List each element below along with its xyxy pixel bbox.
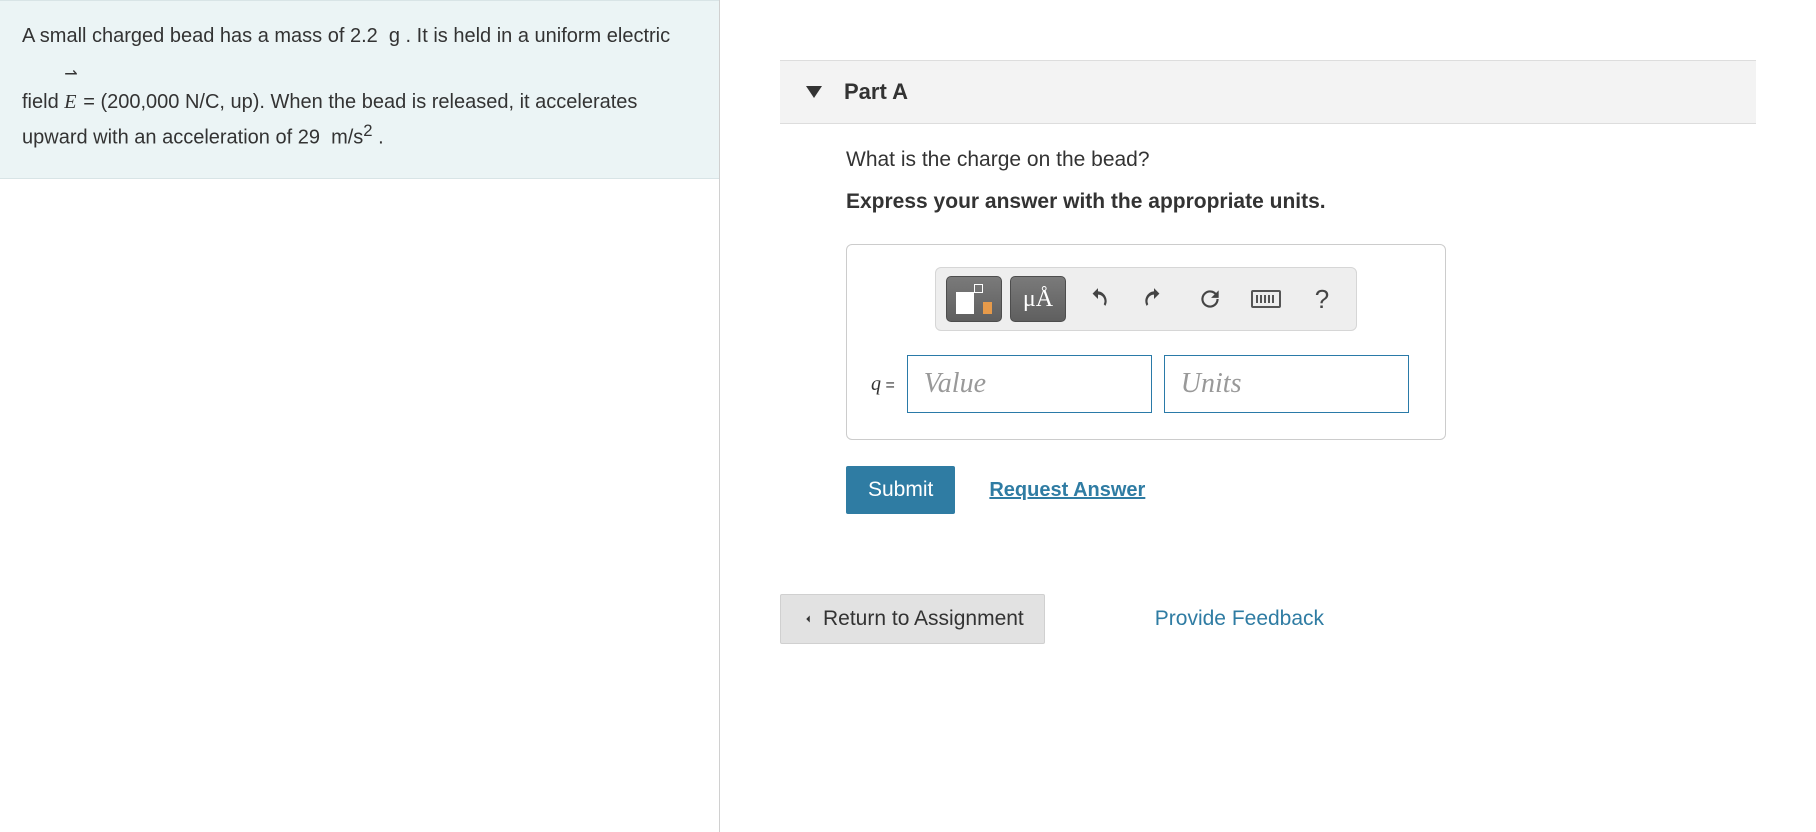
template-icon [956,284,992,314]
answer-box: μÅ ? [846,244,1446,440]
units-symbol: μÅ [1023,286,1053,313]
keyboard-icon [1251,290,1281,308]
footer-row: Return to Assignment Provide Feedback [780,574,1756,644]
return-label: Return to Assignment [823,607,1024,631]
right-pane: Part A What is the charge on the bead? E… [720,0,1816,832]
request-answer-link[interactable]: Request Answer [989,479,1145,502]
variable-label: q = [871,373,895,396]
return-button[interactable]: Return to Assignment [780,594,1045,644]
undo-button[interactable] [1074,276,1122,322]
chevron-left-icon [801,610,815,628]
reset-button[interactable] [1186,276,1234,322]
units-input[interactable] [1164,355,1409,413]
undo-icon [1085,286,1111,312]
help-icon: ? [1315,284,1329,315]
problem-text: A small charged bead has a mass of 2.2 g… [22,21,697,154]
help-button[interactable]: ? [1298,276,1346,322]
app-container: A small charged bead has a mass of 2.2 g… [0,0,1816,832]
redo-button[interactable] [1130,276,1178,322]
submit-button[interactable]: Submit [846,466,955,514]
collapse-icon [806,86,822,98]
problem-statement: A small charged bead has a mass of 2.2 g… [0,0,719,179]
left-pane: A small charged bead has a mass of 2.2 g… [0,0,720,832]
problem-text-3: . [373,127,384,149]
reset-icon [1197,286,1223,312]
keyboard-button[interactable] [1242,276,1290,322]
action-row: Submit Request Answer [846,466,1756,514]
exponent: 2 [363,121,372,140]
instruction-text: Express your answer with the appropriate… [846,190,1756,214]
part-header[interactable]: Part A [780,60,1756,124]
input-row: q = [871,355,1421,413]
equation-toolbar: μÅ ? [935,267,1357,331]
question-text: What is the charge on the bead? [846,148,1756,172]
part-title: Part A [844,79,908,105]
e-vector-symbol: ⇀E [64,52,77,118]
problem-text-2: = (200,000 N/C, up). When the bead is re… [22,91,637,149]
redo-icon [1141,286,1167,312]
part-body: What is the charge on the bead? Express … [780,148,1756,514]
template-button[interactable] [946,276,1002,322]
units-button[interactable]: μÅ [1010,276,1066,322]
value-input[interactable] [907,355,1152,413]
feedback-link[interactable]: Provide Feedback [1155,607,1324,631]
